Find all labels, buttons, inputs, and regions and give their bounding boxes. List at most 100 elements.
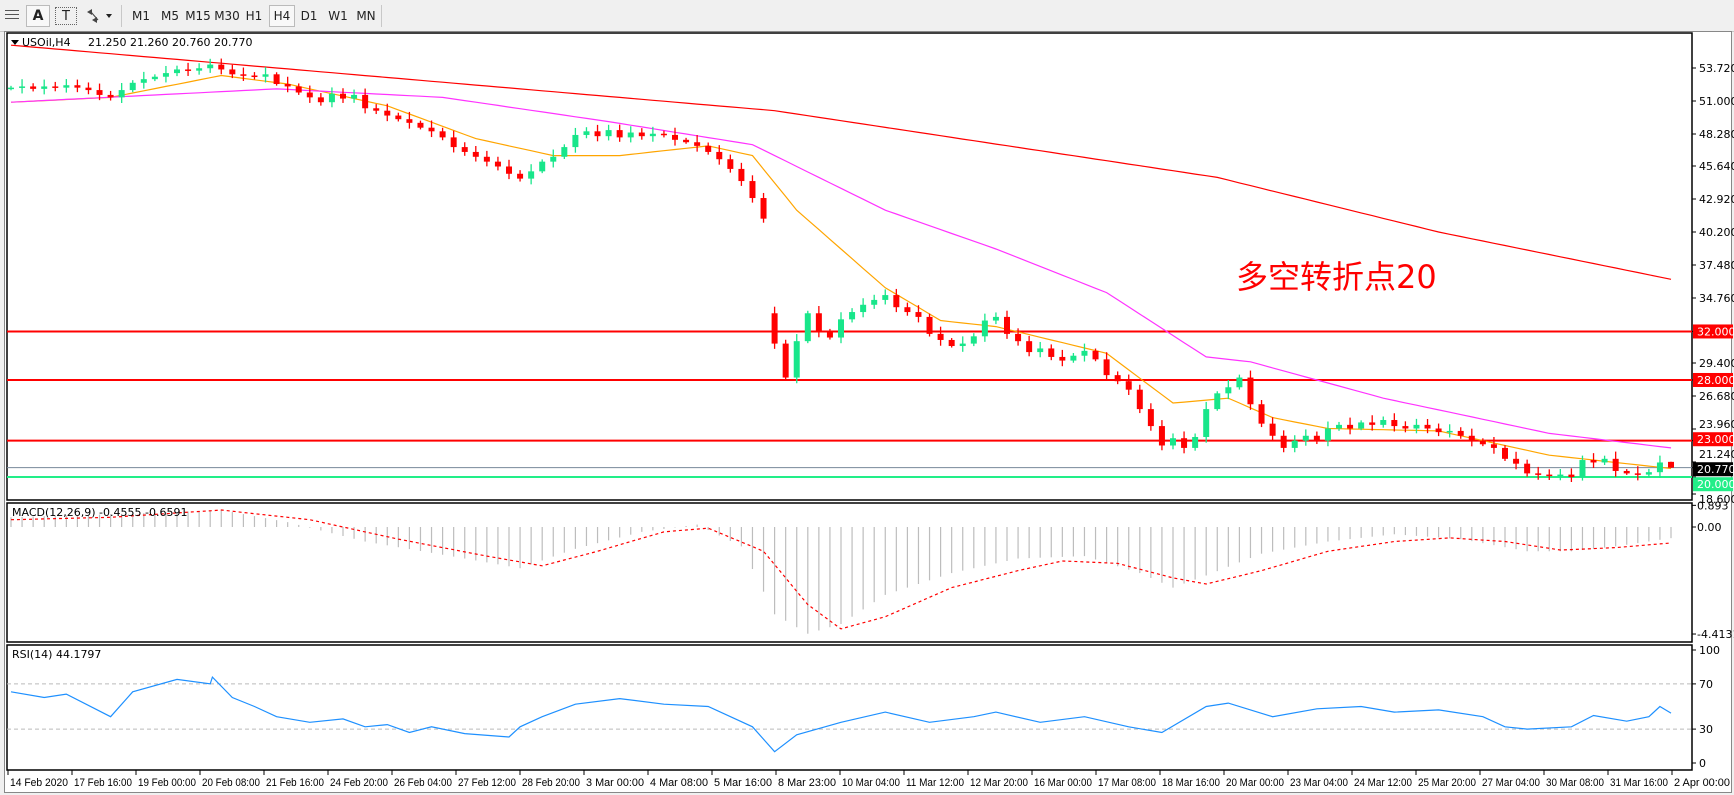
- candle-bullish: [1336, 424, 1342, 429]
- timeframe-w1[interactable]: W1: [328, 9, 348, 23]
- candle-bearish: [826, 331, 833, 338]
- time-tick-label: 16 Mar 00:00: [1034, 777, 1092, 789]
- price-tick-label: 29.400: [1699, 357, 1734, 370]
- candle-bullish: [351, 94, 358, 99]
- rsi-tick-label: 0: [1699, 757, 1706, 770]
- timeframe-mn[interactable]: MN: [356, 9, 376, 23]
- candle-bearish: [450, 137, 457, 148]
- candle-bullish: [849, 312, 856, 320]
- price-tick-label: 37.480: [1699, 259, 1734, 272]
- timeframe-h4[interactable]: H4: [269, 5, 295, 27]
- candle-bearish: [1513, 458, 1520, 464]
- timeframe-m1[interactable]: M1: [132, 9, 150, 23]
- candle-bearish: [373, 108, 380, 111]
- macd-panel-frame: [6, 502, 1693, 643]
- time-tick-label: 30 Mar 08:00: [1546, 777, 1604, 789]
- price-tick-label: 23.960: [1699, 418, 1734, 431]
- arrows-tool-icon[interactable]: [83, 5, 117, 27]
- time-tick-label: 20 Mar 00:00: [1226, 777, 1284, 789]
- candle-bullish: [1081, 350, 1088, 356]
- candle-bearish: [749, 181, 756, 199]
- candle-bearish: [594, 131, 601, 137]
- candle-bullish: [550, 156, 557, 162]
- candle-bearish: [240, 74, 247, 76]
- timeframe-m5[interactable]: M5: [161, 9, 179, 23]
- level-price-label: 28.000: [1697, 374, 1734, 387]
- collapse-triangle-icon[interactable]: [11, 40, 19, 45]
- rsi-panel-frame: [6, 644, 1693, 771]
- candle-bullish: [871, 299, 878, 305]
- candle-bullish: [196, 68, 203, 71]
- time-tick-label: 10 Mar 04:00: [842, 777, 900, 789]
- toolbar: A T M1 M5 M15 M30 H1 H4 D1 W1 MN: [0, 0, 1734, 32]
- candle-bearish: [1103, 359, 1110, 376]
- candle-bearish: [439, 131, 446, 138]
- price-tick-label: 53.720: [1699, 62, 1734, 75]
- candle-bullish: [1358, 422, 1365, 429]
- time-tick-label: 12 Mar 20:00: [970, 777, 1028, 789]
- time-tick-label: 5 Mar 16:00: [714, 777, 772, 789]
- timeframe-m30[interactable]: M30: [214, 9, 240, 23]
- candle-bullish: [1291, 440, 1298, 448]
- candle-bullish: [151, 76, 158, 80]
- toolbar-separator: [121, 5, 122, 27]
- candle-bearish: [782, 343, 789, 378]
- candle-bullish: [804, 313, 811, 342]
- candle-bearish: [904, 307, 911, 313]
- text-tool-button[interactable]: A: [26, 5, 50, 27]
- candle-bearish: [1059, 356, 1066, 361]
- candle-bearish: [1612, 458, 1619, 471]
- level-price-label: 20.000: [1697, 478, 1734, 491]
- candle-bearish: [893, 295, 900, 308]
- timeframe-h1[interactable]: H1: [245, 9, 263, 23]
- candle-bullish: [627, 132, 634, 138]
- rsi-tick-label: 30: [1699, 723, 1713, 736]
- candle-bullish: [1601, 458, 1608, 463]
- time-tick-label: 25 Mar 20:00: [1418, 777, 1476, 789]
- candle-bullish: [207, 64, 214, 69]
- time-tick-label: 27 Feb 12:00: [458, 777, 516, 789]
- candle-bearish: [428, 127, 435, 132]
- grid-properties-icon[interactable]: [2, 5, 24, 27]
- toolbar-separator: [381, 5, 382, 27]
- candle-bullish: [539, 161, 546, 172]
- candle-bearish: [672, 134, 678, 140]
- price-tick-label: 34.760: [1699, 292, 1734, 305]
- candle-bearish: [1391, 420, 1398, 427]
- text-label-tool-button[interactable]: T: [55, 7, 77, 25]
- level-price-tag: [1693, 432, 1733, 447]
- candle-bearish: [85, 87, 92, 91]
- candle-bullish: [1214, 393, 1221, 410]
- level-price-label: 23.000: [1697, 433, 1734, 446]
- candle-bearish: [1568, 474, 1575, 478]
- candle-bullish: [1192, 436, 1199, 448]
- candle-bullish: [1645, 472, 1652, 475]
- candle-bullish: [649, 133, 656, 137]
- candle-bearish: [815, 313, 822, 332]
- candle-bearish: [1280, 435, 1287, 448]
- time-tick-label: 21 Feb 16:00: [266, 777, 324, 789]
- timeframe-d1[interactable]: D1: [300, 9, 318, 23]
- price-tick-label: 18.600: [1699, 493, 1734, 506]
- moving-average-slow: [10, 44, 1672, 280]
- candle-bearish: [1634, 473, 1641, 475]
- candle-bullish: [959, 343, 966, 347]
- time-tick-label: 14 Feb 2020: [10, 777, 68, 789]
- timeframe-m15[interactable]: M15: [185, 9, 211, 23]
- candle-bullish: [63, 85, 70, 88]
- candle-bullish: [1324, 428, 1331, 441]
- candle-bearish: [937, 333, 944, 340]
- price-tick-label: 51.000: [1699, 95, 1734, 108]
- candle-bullish: [1656, 462, 1663, 473]
- candle-bullish: [1070, 355, 1077, 361]
- candle-bearish: [771, 313, 778, 344]
- candle-bearish: [295, 86, 302, 93]
- candle-bearish: [1015, 333, 1022, 342]
- candle-bearish: [74, 85, 81, 88]
- time-tick-label: 17 Feb 16:00: [74, 777, 132, 789]
- candle-bearish: [1181, 438, 1188, 448]
- candle-bearish: [185, 69, 192, 71]
- chart-window[interactable]: [4, 31, 1732, 793]
